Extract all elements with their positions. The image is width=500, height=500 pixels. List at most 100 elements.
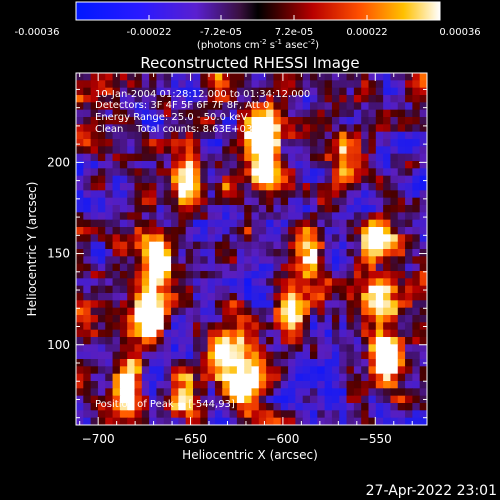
heatmap-cell [383,205,392,213]
heatmap-cell [331,219,340,228]
heatmap-cell [339,417,348,425]
heatmap-cell [310,219,318,228]
heatmap-cell [149,329,158,338]
heatmap-cell [178,95,187,103]
heatmap-cell [324,381,333,389]
heatmap-cell [317,395,326,404]
heatmap-cell [171,146,179,155]
heatmap-cell [236,131,245,140]
heatmap-cell [280,212,289,221]
heatmap-cell [353,351,362,360]
heatmap-cell [361,124,370,133]
heatmap-cell [163,139,172,147]
heatmap-cell [222,102,231,111]
heatmap-cell [419,87,427,96]
heatmap-cell [149,146,158,155]
heatmap-cell [273,278,282,287]
heatmap-cell [397,139,406,147]
heatmap-cell [229,175,238,184]
heatmap-cell [266,344,275,353]
heatmap-cell [339,153,348,162]
heatmap-cell [353,263,362,272]
heatmap-cell [214,300,223,309]
heatmap-cell [361,87,370,96]
heatmap-cell [83,241,92,250]
heatmap-cell [193,381,201,389]
heatmap-cell [105,109,114,118]
heatmap-cell [295,249,304,257]
heatmap-cell [193,359,201,367]
heatmap-cell [185,337,194,345]
heatmap-cell [397,256,406,265]
heatmap-cell [112,153,121,162]
heatmap-cell [310,293,318,301]
heatmap-cell [222,161,231,169]
heatmap-cell [375,139,384,147]
heatmap-cell [295,417,304,425]
heatmap-cell [244,190,253,199]
heatmap-cell [156,117,165,125]
heatmap-cell [405,256,413,265]
heatmap-cell [288,278,296,287]
heatmap-cell [193,227,201,235]
heatmap-cell [222,183,231,191]
heatmap-cell [200,102,209,111]
heatmap-cell [105,153,114,162]
heatmap-cell [97,366,106,375]
heatmap-cell [375,373,384,382]
heatmap-cell [412,285,421,294]
heatmap-cell [236,417,245,425]
heatmap-cell [119,146,128,155]
heatmap-cell [83,153,92,162]
heatmap-cell [353,315,362,323]
heatmap-cell [419,153,427,162]
heatmap-cell [163,410,172,419]
heatmap-cell [288,271,296,279]
heatmap-cell [375,293,384,301]
heatmap-cell [375,315,384,323]
heatmap-cell [193,219,201,228]
heatmap-cell [412,293,421,301]
heatmap-cell [346,87,355,96]
heatmap-cell [295,73,304,81]
heatmap-cell [295,146,304,155]
heatmap-cell [83,285,92,294]
heatmap-cell [156,315,165,323]
heatmap-cell [331,124,340,133]
heatmap-cell [119,212,128,221]
heatmap-cell [163,117,172,125]
heatmap-cell [383,146,392,155]
heatmap-cell [156,197,165,206]
heatmap-cell [361,322,370,331]
heatmap-cell [222,153,231,162]
heatmap-cell [273,102,282,111]
heatmap-cell [273,315,282,323]
heatmap-cell [178,153,187,162]
heatmap-cell [185,212,194,221]
heatmap-cell [105,249,114,257]
heatmap-cell [119,131,128,140]
heatmap-cell [368,395,377,404]
heatmap-cell [229,234,238,243]
heatmap-cell [280,410,289,419]
heatmap-cell [302,168,311,177]
heatmap-cell [185,344,194,353]
heatmap-cell [339,337,348,345]
heatmap-cell [178,219,187,228]
heatmap-cell [127,124,136,133]
heatmap-cell [353,300,362,309]
heatmap-cell [90,271,99,279]
heatmap-cell [375,307,384,316]
heatmap-cell [222,234,231,243]
heatmap-cell [97,388,106,397]
heatmap-cell [346,410,355,419]
heatmap-cell [288,183,296,191]
heatmap-cell [368,410,377,419]
heatmap-cell [97,395,106,404]
heatmap-cell [317,153,326,162]
heatmap-cell [331,373,340,382]
heatmap-cell [310,175,318,184]
heatmap-cell [90,410,99,419]
heatmap-cell [302,183,311,191]
heatmap-cell [258,87,267,96]
